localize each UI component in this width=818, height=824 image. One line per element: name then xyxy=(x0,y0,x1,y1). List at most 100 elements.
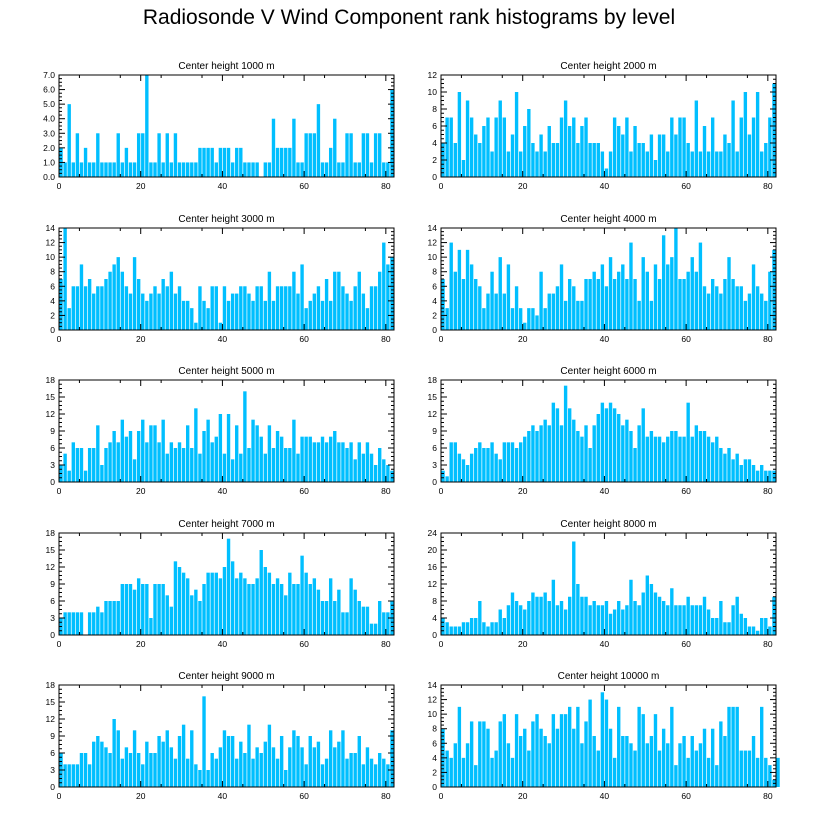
histogram-bar xyxy=(132,730,137,787)
histogram-bar xyxy=(559,425,564,482)
histogram-bar xyxy=(518,605,523,635)
histogram-bar xyxy=(365,747,370,787)
x-tick-label: 40 xyxy=(218,334,228,344)
histogram-bar xyxy=(645,436,650,482)
histogram-bar xyxy=(132,162,137,177)
histogram-bar xyxy=(465,743,470,787)
histogram-bar xyxy=(531,425,535,482)
histogram-bar xyxy=(645,743,650,787)
histogram-bar xyxy=(214,758,218,787)
y-tick-label: 4 xyxy=(50,296,55,306)
histogram-bar xyxy=(502,293,507,330)
histogram-bar xyxy=(469,117,474,177)
histogram-bar xyxy=(120,584,125,635)
histogram-bar xyxy=(267,724,272,787)
histogram-bar xyxy=(284,595,288,635)
histogram-bar xyxy=(194,322,198,330)
histogram-bar xyxy=(723,279,727,330)
histogram-bar xyxy=(226,147,231,177)
histogram-bar xyxy=(539,271,543,330)
histogram-bar xyxy=(243,162,247,177)
histogram-bar xyxy=(100,612,104,635)
histogram-bar xyxy=(345,133,349,177)
panel-title: Center height 7000 m xyxy=(178,519,274,530)
histogram-bar xyxy=(369,286,374,330)
histogram-bar xyxy=(132,257,137,330)
histogram-bar xyxy=(349,133,353,177)
x-tick-label: 40 xyxy=(218,486,228,496)
histogram-bar xyxy=(100,162,104,177)
histogram-bar xyxy=(666,151,670,177)
histogram-bar xyxy=(83,470,88,482)
histogram-bar xyxy=(239,286,243,330)
histogram-bar xyxy=(263,300,268,330)
histogram-bar xyxy=(210,286,214,330)
histogram-bar xyxy=(596,279,600,330)
panel-title: Center height 1000 m xyxy=(178,61,274,72)
histogram-bar xyxy=(551,714,556,787)
histogram-bar xyxy=(755,470,760,482)
histogram-bar xyxy=(341,612,345,635)
histogram-bar xyxy=(698,151,703,177)
histogram-bar xyxy=(194,764,198,787)
histogram-bar xyxy=(71,442,75,482)
histogram-bar xyxy=(747,293,752,330)
histogram-bar xyxy=(641,592,645,635)
histogram-bar xyxy=(567,279,572,330)
histogram-bar xyxy=(198,453,202,482)
histogram-bar xyxy=(719,721,723,787)
histogram-bar xyxy=(764,300,768,330)
histogram-bar xyxy=(670,117,674,177)
x-tick-label: 60 xyxy=(299,639,309,649)
histogram-bar xyxy=(670,706,674,787)
histogram-bar xyxy=(633,126,637,177)
y-tick-label: 14 xyxy=(46,223,56,233)
histogram-bar xyxy=(373,623,378,635)
histogram-bar xyxy=(486,728,490,787)
histogram-bar xyxy=(157,293,161,330)
histogram-bar xyxy=(112,431,116,482)
histogram-bar xyxy=(563,385,568,482)
histogram-bar xyxy=(75,133,80,177)
histogram-bar xyxy=(226,538,231,635)
histogram-bar xyxy=(243,391,247,482)
histogram-bar xyxy=(682,436,686,482)
histogram-bar xyxy=(312,578,317,635)
histogram-bar xyxy=(259,550,263,635)
histogram-bar xyxy=(474,448,478,482)
histogram-bar xyxy=(96,606,100,635)
y-tick-label: 6 xyxy=(50,596,55,606)
histogram-bar xyxy=(555,605,560,635)
y-tick-label: 6 xyxy=(50,748,55,758)
histogram-bar xyxy=(478,721,482,787)
histogram-bar xyxy=(694,750,699,787)
histogram-bar xyxy=(345,612,349,635)
y-tick-label: 0 xyxy=(50,630,55,640)
histogram-bar xyxy=(657,279,662,330)
histogram-bar xyxy=(518,151,523,177)
histogram-bar xyxy=(490,622,494,635)
histogram-bar xyxy=(449,626,453,635)
y-tick-label: 0.0 xyxy=(43,172,55,182)
histogram-bar xyxy=(731,279,735,330)
histogram-bar xyxy=(149,618,153,635)
histogram-bar xyxy=(755,286,760,330)
histogram-bar xyxy=(518,736,523,787)
histogram-bar xyxy=(682,279,686,330)
histogram-bar xyxy=(445,117,449,177)
histogram-bar xyxy=(255,286,259,330)
histogram-bar xyxy=(453,626,457,635)
histogram-bar xyxy=(255,162,259,177)
histogram-bar xyxy=(230,459,235,482)
histogram-bar xyxy=(190,308,194,330)
histogram-panel-4: Center height 4000 m 0 2 4 6 8 10 12 14 0 20 40 60 80 xyxy=(428,214,777,344)
histogram-bar xyxy=(637,425,641,482)
histogram-bar xyxy=(510,442,515,482)
histogram-bar xyxy=(461,279,466,330)
histogram-bar xyxy=(100,286,104,330)
histogram-bar xyxy=(279,147,284,177)
histogram-bar xyxy=(592,601,596,635)
histogram-bar xyxy=(514,286,519,330)
histogram-bar xyxy=(214,286,218,330)
histogram-bar xyxy=(531,721,535,787)
